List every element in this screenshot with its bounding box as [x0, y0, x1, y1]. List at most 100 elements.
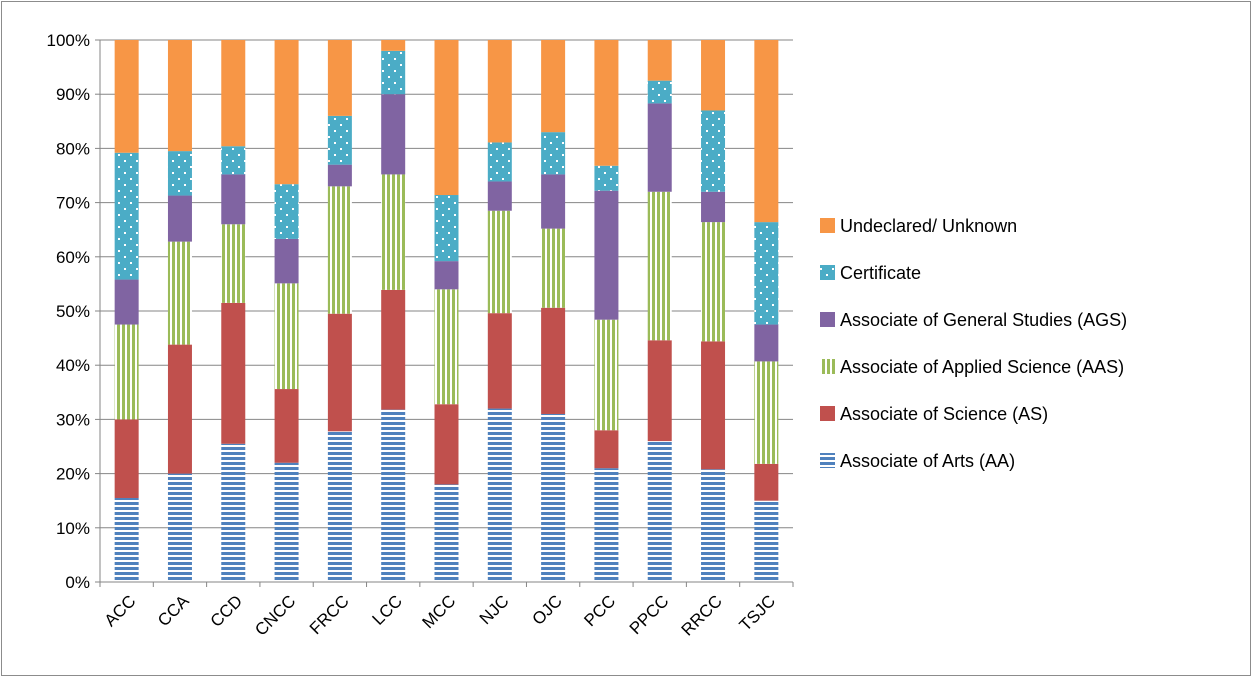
bar-segment-ppcc-associate-of-science-as: [647, 340, 672, 442]
bar-segment-ccd-associate-of-applied-science-aas: [221, 224, 246, 303]
bar-segment-frcc-associate-of-general-studies-ags: [327, 164, 352, 187]
bar-segment-cncc-associate-of-science-as: [274, 389, 299, 463]
bar-segment-ppcc-associate-of-applied-science-aas: [647, 191, 672, 341]
y-tick-label: 80%: [56, 139, 90, 158]
legend-label: Undeclared/ Unknown: [840, 216, 1017, 236]
legend-label: Associate of Applied Science (AAS): [840, 357, 1124, 377]
x-tick-label: CNCC: [251, 591, 299, 639]
legend-item-associate-of-applied-science-aas: Associate of Applied Science (AAS): [820, 357, 1124, 377]
bar-segment-pcc-associate-of-general-studies-ags: [594, 190, 619, 320]
legend-swatch: [820, 218, 835, 233]
legend-swatch: [820, 359, 835, 374]
bar-segment-cca-certificate: [167, 151, 192, 196]
bar-segment-pcc-certificate: [594, 165, 619, 191]
bar-segment-pcc-associate-of-arts-aa: [594, 468, 619, 582]
bar-segment-mcc-associate-of-science-as: [434, 404, 459, 485]
bar-segment-acc-associate-of-applied-science-aas: [114, 324, 139, 420]
bar-segment-lcc-certificate: [381, 50, 406, 95]
bar-segment-frcc-certificate: [327, 115, 352, 165]
bar-segment-acc-associate-of-general-studies-ags: [114, 279, 139, 325]
x-tick-label: TSJC: [736, 591, 779, 634]
x-tick-label: PPCC: [626, 591, 673, 638]
bar-segment-ccd-associate-of-arts-aa: [221, 443, 246, 582]
bar-segment-cncc-undeclared-unknown: [274, 40, 299, 185]
bar-segment-frcc-associate-of-arts-aa: [327, 431, 352, 582]
legend-item-associate-of-general-studies-ags: Associate of General Studies (AGS): [820, 310, 1127, 330]
y-tick-label: 60%: [56, 248, 90, 267]
bar-segment-cca-undeclared-unknown: [167, 40, 192, 152]
bar-segment-pcc-associate-of-applied-science-aas: [594, 319, 619, 431]
x-tick-label: RRCC: [678, 591, 726, 639]
x-tick-label: OJC: [528, 591, 565, 628]
bar-segment-rrcc-associate-of-applied-science-aas: [701, 222, 726, 342]
bar-segment-lcc-undeclared-unknown: [381, 40, 406, 51]
legend-swatch: [820, 453, 835, 468]
x-tick-label: FRCC: [306, 591, 353, 638]
x-tick-label: ACC: [101, 591, 140, 630]
bar-segment-njc-certificate: [487, 142, 512, 182]
bar-segment-cncc-associate-of-general-studies-ags: [274, 238, 299, 284]
bar-segment-cca-associate-of-applied-science-aas: [167, 241, 192, 345]
bar-segment-tsjc-associate-of-applied-science-aas: [754, 361, 779, 464]
bar-segment-ppcc-certificate: [647, 80, 672, 104]
bar-segment-rrcc-certificate: [701, 110, 726, 192]
bar-segment-frcc-associate-of-science-as: [327, 313, 352, 432]
y-tick-label: 90%: [56, 85, 90, 104]
bar-segment-frcc-associate-of-applied-science-aas: [327, 186, 352, 314]
bar-segment-rrcc-associate-of-science-as: [701, 341, 726, 470]
bar-segment-acc-certificate: [114, 152, 139, 280]
bar-segment-ojc-associate-of-general-studies-ags: [541, 174, 566, 229]
legend-item-undeclared-unknown: Undeclared/ Unknown: [820, 216, 1017, 236]
legend-item-associate-of-science-as: Associate of Science (AS): [820, 404, 1048, 424]
bar-segment-rrcc-associate-of-arts-aa: [701, 469, 726, 582]
y-tick-label: 0%: [65, 573, 90, 592]
legend-label: Associate of Arts (AA): [840, 451, 1015, 471]
bar-segment-acc-associate-of-science-as: [114, 419, 139, 498]
x-tick-label: NJC: [476, 591, 513, 628]
y-tick-label: 20%: [56, 465, 90, 484]
bar-segment-mcc-associate-of-applied-science-aas: [434, 289, 459, 405]
bar-segment-frcc-undeclared-unknown: [327, 40, 352, 116]
bar-segment-rrcc-associate-of-general-studies-ags: [701, 191, 726, 223]
bar-segment-mcc-associate-of-arts-aa: [434, 484, 459, 582]
x-tick-label: LCC: [369, 591, 406, 628]
y-tick-label: 40%: [56, 356, 90, 375]
bars: [114, 40, 779, 582]
bar-segment-mcc-undeclared-unknown: [434, 40, 459, 196]
bar-segment-tsjc-associate-of-general-studies-ags: [754, 324, 779, 362]
bar-segment-ccd-certificate: [221, 146, 246, 175]
bar-segment-cncc-associate-of-applied-science-aas: [274, 283, 299, 390]
y-tick-label: 50%: [56, 302, 90, 321]
bar-segment-ppcc-associate-of-general-studies-ags: [647, 103, 672, 192]
y-tick-label: 70%: [56, 194, 90, 213]
bar-segment-njc-undeclared-unknown: [487, 40, 512, 143]
legend-swatch: [820, 265, 835, 280]
bar-segment-lcc-associate-of-general-studies-ags: [381, 94, 406, 175]
x-tick-label: PCC: [580, 591, 619, 630]
x-tick-label: CCD: [207, 591, 246, 630]
bar-segment-tsjc-certificate: [754, 222, 779, 325]
bar-segment-pcc-undeclared-unknown: [594, 40, 619, 166]
y-tick-label: 30%: [56, 410, 90, 429]
bar-segment-mcc-associate-of-general-studies-ags: [434, 261, 459, 290]
x-tick-label: MCC: [419, 591, 460, 632]
bar-segment-cca-associate-of-science-as: [167, 344, 192, 474]
bar-segment-acc-associate-of-arts-aa: [114, 497, 139, 582]
bar-segment-njc-associate-of-applied-science-aas: [487, 210, 512, 314]
bar-segment-cca-associate-of-arts-aa: [167, 473, 192, 582]
bar-segment-njc-associate-of-general-studies-ags: [487, 181, 512, 211]
bar-segment-lcc-associate-of-arts-aa: [381, 409, 406, 582]
legend-label: Associate of General Studies (AGS): [840, 310, 1127, 330]
bar-segment-ppcc-associate-of-arts-aa: [647, 441, 672, 582]
bar-segment-tsjc-associate-of-science-as: [754, 463, 779, 501]
legend-swatch: [820, 312, 835, 327]
bar-segment-mcc-certificate: [434, 195, 459, 262]
legend-item-certificate: Certificate: [820, 263, 921, 283]
legend-swatch: [820, 406, 835, 421]
bar-segment-tsjc-undeclared-unknown: [754, 40, 779, 223]
bar-segment-ccd-associate-of-general-studies-ags: [221, 174, 246, 225]
bar-segment-njc-associate-of-science-as: [487, 313, 512, 409]
bar-segment-pcc-associate-of-science-as: [594, 430, 619, 469]
bar-segment-lcc-associate-of-applied-science-aas: [381, 174, 406, 290]
bar-segment-ojc-associate-of-science-as: [541, 307, 566, 414]
